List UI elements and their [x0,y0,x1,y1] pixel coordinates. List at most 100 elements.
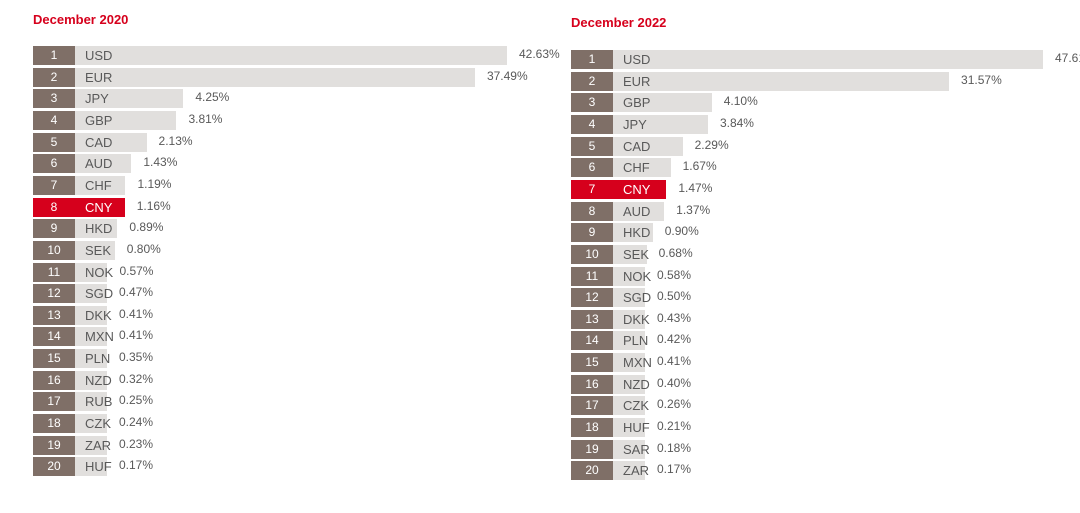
currency-label: GBP [623,95,651,111]
bar-mark [613,396,645,416]
value-label: 3.81% [188,111,223,126]
bar-mark [613,309,645,329]
bar-mark [75,392,107,412]
value-label: 0.40% [657,375,692,390]
bar-mark [75,175,126,195]
bar-mark [613,439,645,459]
rank-label: 11 [33,262,75,282]
rank-label: 16 [33,370,75,390]
currency-label: EUR [85,69,113,85]
currency-label: GBP [85,112,113,128]
value-label: 0.41% [657,354,692,369]
rank-label: 4 [571,114,613,134]
value-label: 47.61% [1055,51,1080,65]
bar-mark [75,154,132,174]
bar-mark [75,370,107,390]
value-label: 0.32% [119,371,154,386]
rank-label: 13 [571,309,613,329]
rank-label: 7 [571,179,613,199]
rank-label: 8 [571,201,613,221]
value-label: 1.43% [143,155,178,170]
bar-mark [75,132,147,152]
value-label: 0.23% [119,436,154,451]
currency-label: MXN [85,329,114,345]
currency-label: CAD [85,134,113,150]
bar-mark [75,327,107,347]
value-label: 2.29% [694,137,729,152]
value-label: 0.17% [657,462,692,477]
currency-label: CHF [85,177,112,193]
bar-mark [75,284,107,304]
value-label: 0.57% [119,263,154,278]
value-label: 0.47% [119,285,154,300]
bar-mark [75,89,184,109]
rank-label: 18 [33,414,75,434]
currency-label: JPY [623,116,647,132]
bar-mark [75,197,125,217]
bar-mark [75,219,118,239]
rank-label: 9 [33,219,75,239]
currency-label: HUF [85,459,112,475]
currency-label: PLN [85,351,111,367]
rank-label: 15 [571,353,613,373]
bar-mark [75,414,107,434]
currency-label: NOK [85,264,114,280]
value-label: 1.67% [682,159,717,174]
bar-mark [75,67,475,87]
chart-title-2020: December 2020 [33,12,129,27]
bar-mark [75,349,107,369]
rank-label: 3 [571,93,613,113]
value-label: 0.68% [658,245,693,260]
value-label: 0.21% [657,419,692,434]
value-label: 3.84% [719,115,754,130]
currency-label: CZK [623,398,649,414]
value-label: 1.16% [136,198,171,213]
rank-label: 2 [571,71,613,91]
bar-mark [613,136,683,156]
rank-label: 11 [571,266,613,286]
rank-label: 12 [571,288,613,308]
bar-mark [613,331,645,351]
currency-label: CNY [623,181,651,197]
rank-label: 14 [571,331,613,351]
bar-mark [613,223,653,243]
currency-label: DKK [623,311,650,327]
bar-mark [613,288,645,308]
rank-label: 20 [571,461,613,481]
rank-label: 19 [571,439,613,459]
bar-mark [613,71,950,91]
rank-label: 1 [33,46,75,65]
bar-mark [613,158,671,178]
currency-label: CAD [623,138,651,154]
currency-label: CNY [85,199,113,215]
value-label: 0.24% [119,415,154,430]
currency-label: JPY [85,91,109,107]
value-label: 0.42% [657,332,692,347]
rank-label: 13 [33,305,75,325]
value-label: 0.89% [129,220,164,235]
currency-label: SGD [85,286,114,302]
currency-label: DKK [85,307,112,323]
rank-label: 6 [571,158,613,178]
chart-panel-2022: December 2022 1 USD 47.61% 2 EUR 31.57% 3 GBP 4.… [540,0,1080,513]
currency-label: EUR [623,73,651,89]
value-label: 0.43% [657,310,692,325]
currency-label: NZD [623,376,650,392]
bar-mark [613,266,645,286]
rank-label: 7 [33,175,75,195]
bar-mark [75,46,507,65]
rank-label: 6 [33,154,75,174]
value-label: 0.17% [119,458,154,473]
value-label: 0.80% [126,241,161,256]
rank-label: 18 [571,418,613,438]
rank-label: 15 [33,349,75,369]
rank-label: 12 [33,284,75,304]
currency-label: CZK [85,416,111,432]
bar-mark [75,305,107,325]
rank-label: 3 [33,89,75,109]
rank-label: 14 [33,327,75,347]
value-label: 0.18% [657,440,692,455]
value-label: 1.47% [678,180,713,195]
rank-label: 17 [571,396,613,416]
currency-label: SGD [623,290,652,306]
